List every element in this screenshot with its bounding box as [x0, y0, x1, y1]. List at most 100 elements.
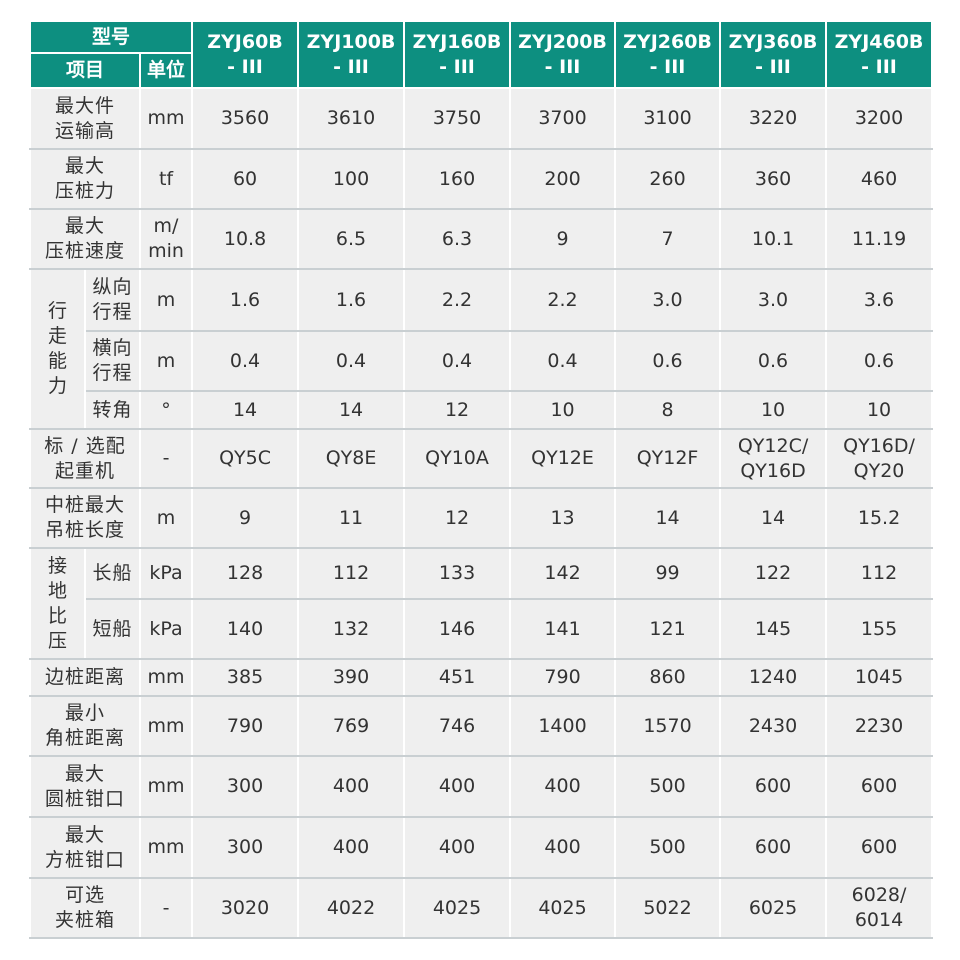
value-cell: 13: [509, 487, 617, 549]
header-row: 型号 ZYJ60B - III ZYJ100B - III ZYJ160B - …: [28, 20, 934, 89]
value-cell: 14: [191, 390, 300, 430]
model-col-header: ZYJ200B - III: [509, 20, 617, 89]
value-cell: 155: [825, 598, 934, 660]
table-row: 边桩距离 mm 385 390 451 790 860 1240 1045: [29, 658, 934, 697]
value-cell: 600: [825, 816, 934, 879]
value-cell: 10.8: [191, 208, 300, 270]
row-unit: mm: [138, 755, 194, 818]
value-cell: 6025: [719, 877, 828, 939]
value-cell: 600: [825, 755, 934, 818]
value-cell: 400: [509, 816, 617, 879]
value-cell: 0.4: [509, 330, 617, 392]
value-cell: 3220: [719, 87, 828, 150]
model-col-header: ZYJ460B - III: [825, 20, 934, 89]
value-cell: 14: [614, 487, 722, 549]
row-unit: mm: [138, 695, 194, 757]
row-unit: kPa: [138, 598, 194, 660]
value-cell: 11.19: [825, 208, 934, 270]
value-cell: 600: [719, 755, 828, 818]
value-cell: 10: [509, 390, 617, 430]
value-cell: 3750: [403, 87, 512, 150]
value-cell: 112: [825, 547, 934, 600]
row-unit: tf: [138, 148, 194, 210]
value-cell: 145: [719, 598, 828, 660]
value-cell: 400: [297, 816, 406, 879]
row-unit: m: [138, 330, 194, 392]
model-col-header: ZYJ160B - III: [403, 20, 512, 89]
value-cell: 0.6: [719, 330, 828, 392]
value-cell: 260: [614, 148, 722, 210]
value-cell: 200: [509, 148, 617, 210]
value-cell: 99: [614, 547, 722, 600]
value-cell: 2230: [825, 695, 934, 757]
value-cell: 11: [297, 487, 406, 549]
row-label: 短船: [84, 598, 141, 660]
row-label: 最大件 运输高: [29, 87, 141, 150]
row-unit: m/ min: [138, 208, 194, 270]
value-cell: 360: [719, 148, 828, 210]
header-row: 项目 单位: [29, 52, 932, 89]
value-cell: QY12F: [614, 428, 722, 489]
row-label: 最大 压桩力: [29, 148, 141, 210]
row-label: 中桩最大 吊桩长度: [29, 487, 141, 549]
value-cell: 500: [614, 816, 722, 879]
value-cell: 3020: [191, 877, 300, 939]
value-cell: 400: [509, 755, 617, 818]
value-cell: 12: [403, 487, 512, 549]
row-label: 边桩距离: [29, 658, 141, 697]
table-row: 标 / 选配 起重机 - QY5C QY8E QY10A QY12E QY12F QY12C/…: [29, 428, 934, 489]
value-cell: 1.6: [191, 268, 300, 332]
value-cell: 400: [297, 755, 406, 818]
value-cell: 2.2: [403, 268, 512, 332]
row-unit: -: [138, 428, 194, 489]
value-cell: 10: [825, 390, 934, 430]
value-cell: 133: [403, 547, 512, 600]
row-label: 最小 角桩距离: [29, 695, 141, 757]
value-cell: 10: [719, 390, 828, 430]
value-cell: 121: [614, 598, 722, 660]
value-cell: 142: [509, 547, 617, 600]
value-cell: 451: [403, 658, 512, 697]
value-cell: 4025: [403, 877, 512, 939]
value-cell: 2430: [719, 695, 828, 757]
model-col-header: ZYJ260B - III: [614, 20, 722, 89]
value-cell: 3.0: [614, 268, 722, 332]
value-cell: 9: [509, 208, 617, 270]
table-row: 接 地 比 压长船 kPa 128 112 133 142 99 122 112: [29, 547, 934, 660]
value-cell: 0.4: [191, 330, 300, 392]
value-cell: 8: [614, 390, 722, 430]
value-cell: 0.4: [297, 330, 406, 392]
value-cell: QY12C/ QY16D: [719, 428, 828, 489]
value-cell: 7: [614, 208, 722, 270]
model-col-header: ZYJ360B - III: [719, 20, 828, 89]
row-label: 可选 夹桩箱: [29, 877, 141, 939]
value-cell: 1400: [509, 695, 617, 757]
row-label: 转角: [84, 390, 141, 430]
table-row: 转角 ° 14 14 12 10 8 10 10: [30, 390, 934, 430]
value-cell: 3100: [614, 87, 722, 150]
table-row: 最大 方桩钳口 mm 300 400 400 400 500 600 600: [29, 816, 934, 879]
value-cell: 3560: [191, 87, 300, 150]
value-cell: 15.2: [825, 487, 934, 549]
value-cell: 12: [403, 390, 512, 430]
value-cell: 146: [403, 598, 512, 660]
value-cell: 385: [191, 658, 300, 697]
row-label: 横向 行程: [84, 330, 141, 392]
table-row: 可选 夹桩箱 -3020 4022 4025 4025 5022 6025 6028/ 601…: [29, 877, 934, 939]
row-unit: mm: [138, 816, 194, 879]
value-cell: 9: [191, 487, 300, 549]
value-cell: 60: [191, 148, 300, 210]
value-cell: QY10A: [403, 428, 512, 489]
table-row: 中桩最大 吊桩长度 m 9 11 12 13 14 14 15.2: [29, 487, 934, 549]
model-col-header: ZYJ100B - III: [297, 20, 406, 89]
row-unit: m: [138, 487, 194, 549]
value-cell: 3200: [825, 87, 934, 150]
value-cell: 400: [403, 816, 512, 879]
value-cell: 790: [509, 658, 617, 697]
value-cell: 3.0: [719, 268, 828, 332]
row-label: 纵向 行程: [84, 268, 141, 332]
value-cell: 128: [191, 547, 300, 600]
row-group-label: 行 走 能 力: [29, 268, 86, 430]
value-cell: 300: [191, 816, 300, 879]
value-cell: 132: [297, 598, 406, 660]
